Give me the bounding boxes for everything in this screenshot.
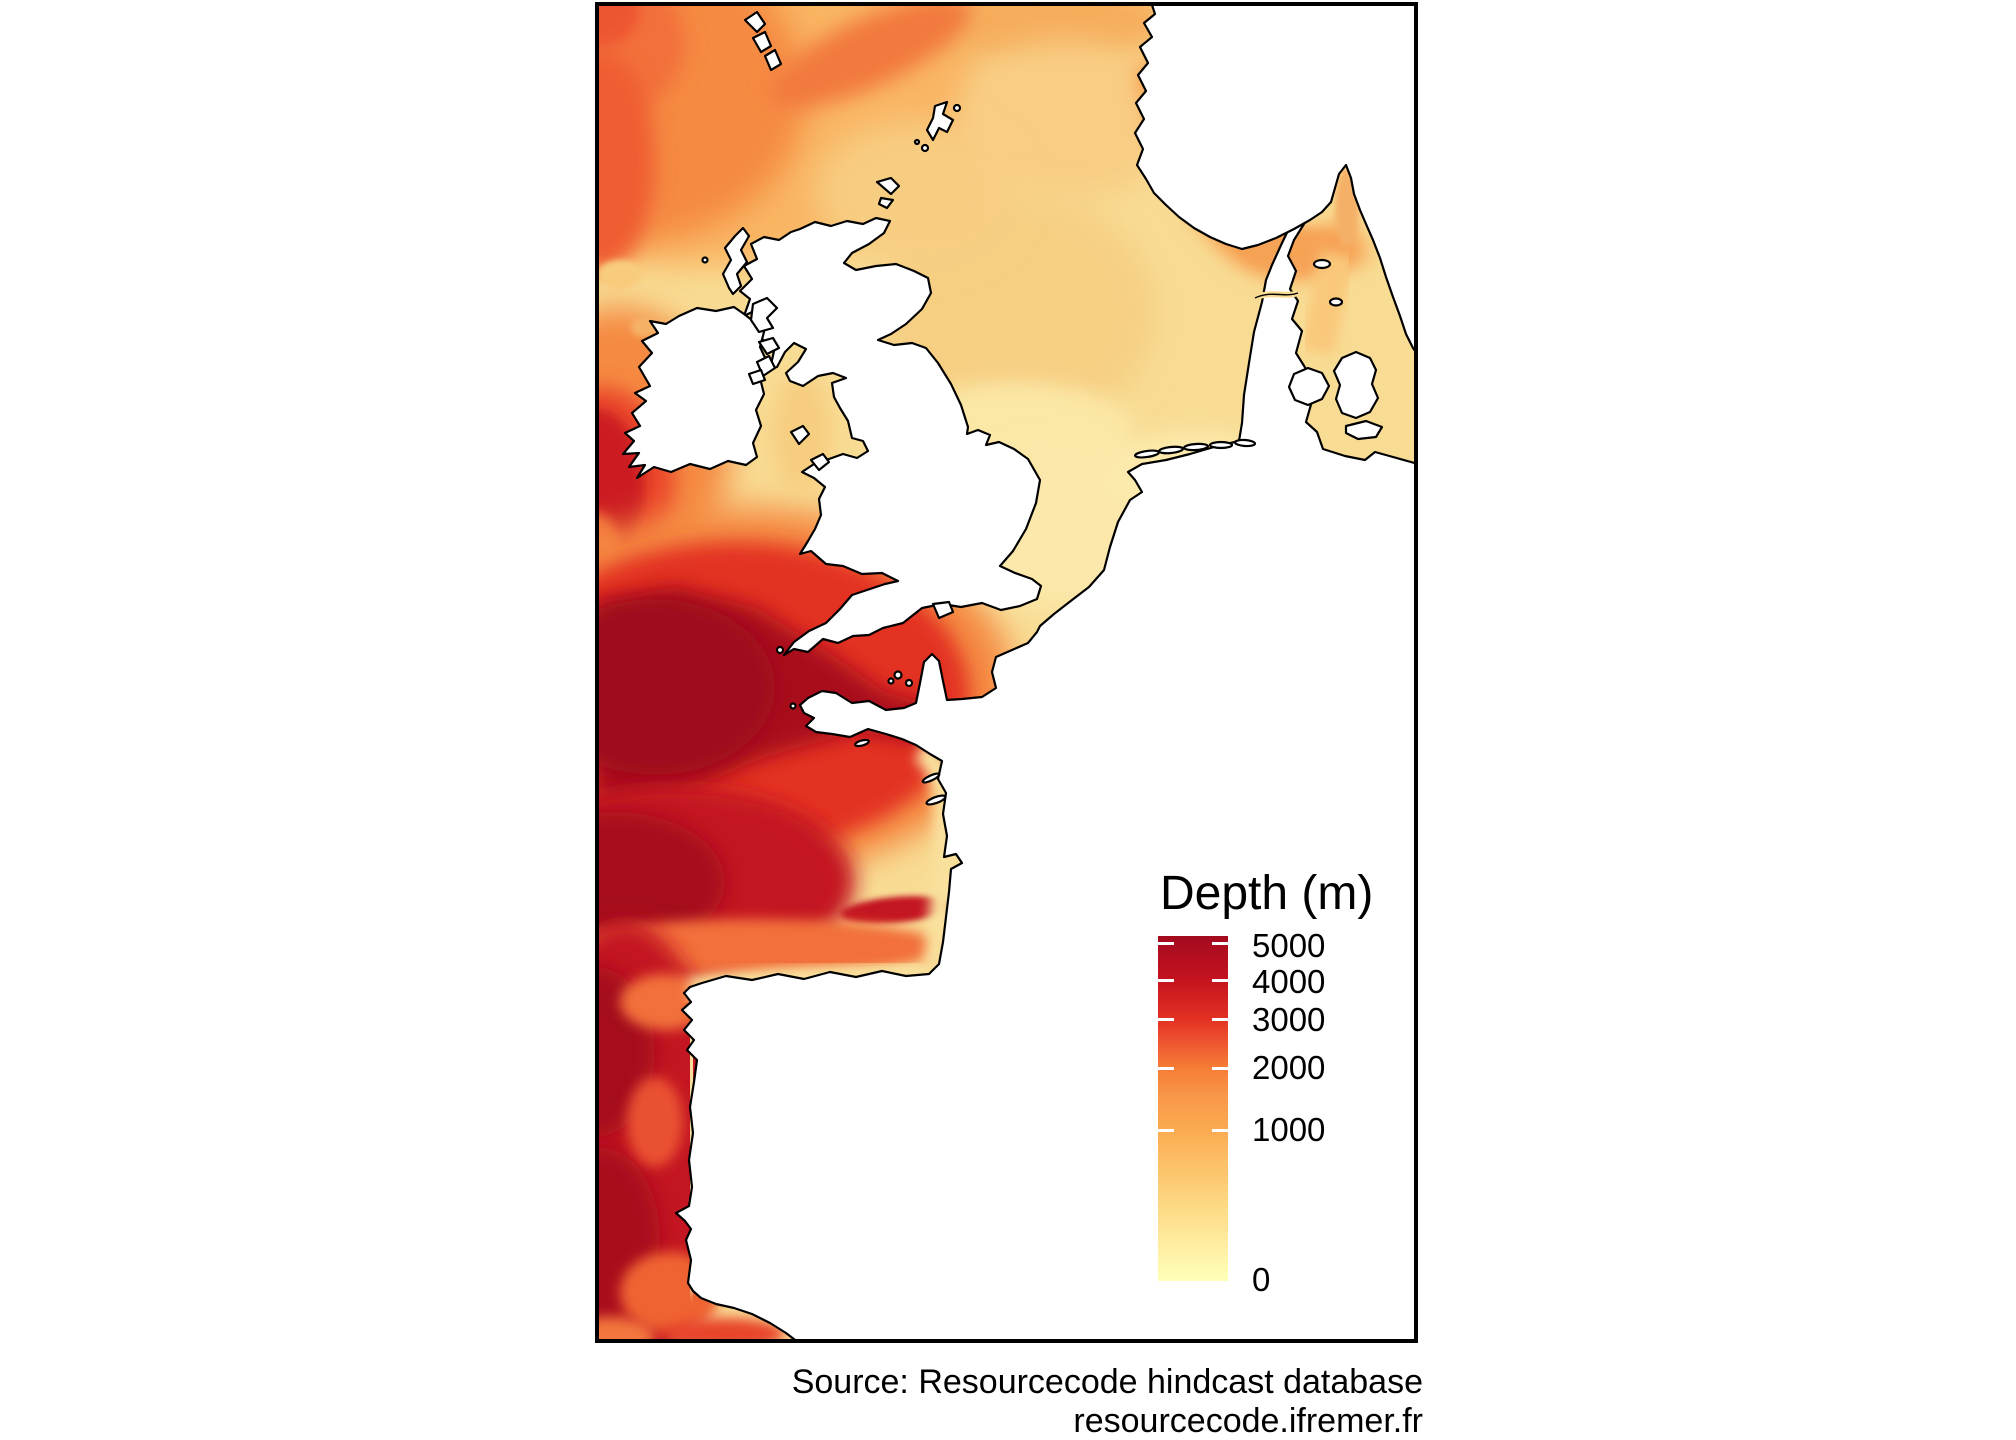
land-orkney: [875, 176, 901, 196]
colorbar-tick: [1158, 1017, 1174, 1021]
map-svg: [595, 2, 1418, 1343]
land-great-britain: [738, 216, 1043, 657]
colorbar-tick: [1158, 1128, 1174, 1132]
legend-label-2000: 2000: [1252, 1049, 1326, 1086]
land-layer: [621, 2, 1418, 1343]
land-scandinavia: [1133, 2, 1418, 357]
colorbar-tick: [1212, 1066, 1228, 1070]
land-anglesey: [809, 452, 831, 472]
colorbar-tick: [1212, 941, 1228, 945]
colorbar-tick: [1158, 1066, 1174, 1070]
depth-legend: Depth (m) 5000 4000 3000 2000 1000 0: [1158, 866, 1418, 1296]
land-outer-hebrides: [721, 226, 751, 296]
source-line-2: resourcecode.ifremer.fr: [1073, 1402, 1423, 1440]
land-isle-of-man: [789, 424, 811, 446]
colorbar-tick: [1212, 1017, 1228, 1021]
land-shetland: [925, 100, 955, 142]
land-funen: [1287, 366, 1331, 407]
depth-colorbar: [1158, 936, 1228, 1281]
land-isle-of-wight: [931, 600, 955, 620]
land-faroe: [743, 10, 767, 34]
legend-label-4000: 4000: [1252, 963, 1326, 1000]
legend-label-1000: 1000: [1252, 1111, 1326, 1148]
legend-label-5000: 5000: [1252, 927, 1326, 964]
colorbar-tick: [1158, 978, 1174, 982]
legend-label-3000: 3000: [1252, 1001, 1326, 1038]
legend-title: Depth (m): [1160, 867, 1374, 920]
source-caption: Source: Resourcecode hindcast database r…: [595, 1363, 1423, 1440]
colorbar-tick: [1212, 1128, 1228, 1132]
land-lolland: [1344, 419, 1384, 441]
source-line-1: Source: Resourcecode hindcast database: [791, 1363, 1423, 1401]
map-panel: [595, 2, 1418, 1343]
colorbar-tick: [1212, 978, 1228, 982]
legend-label-0: 0: [1252, 1261, 1271, 1298]
land-zealand: [1332, 350, 1380, 420]
map-border: [595, 2, 1418, 1343]
land-ireland: [621, 305, 769, 480]
colorbar-tick: [1158, 941, 1174, 945]
land-skye: [749, 296, 779, 334]
limfjord: [1253, 290, 1300, 301]
